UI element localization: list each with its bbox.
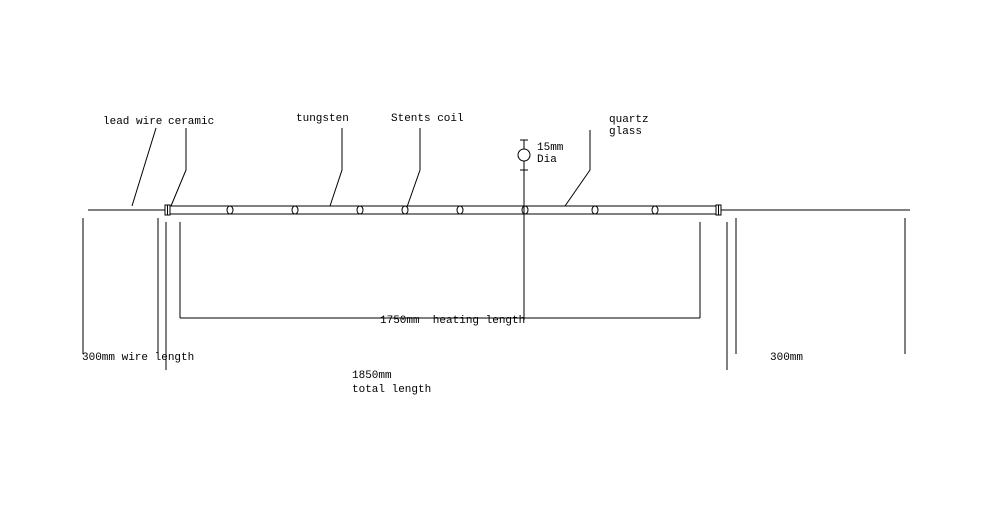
label-dia: 15mm Dia xyxy=(537,142,563,166)
label-heating: 1750mm heating length xyxy=(380,315,525,327)
label-lead-wire: lead wire xyxy=(103,116,162,128)
label-wire-right: 300mm xyxy=(770,352,803,364)
label-total-top: 1850mm xyxy=(352,370,392,382)
label-ceramic: ceramic xyxy=(168,116,214,128)
label-tungsten: tungsten xyxy=(296,113,349,125)
label-total-bot: total length xyxy=(352,384,431,396)
label-stents-coil: Stents coil xyxy=(391,113,464,125)
label-quartz: quartz glass xyxy=(609,114,649,138)
label-wire-left: 300mm wire length xyxy=(82,352,194,364)
